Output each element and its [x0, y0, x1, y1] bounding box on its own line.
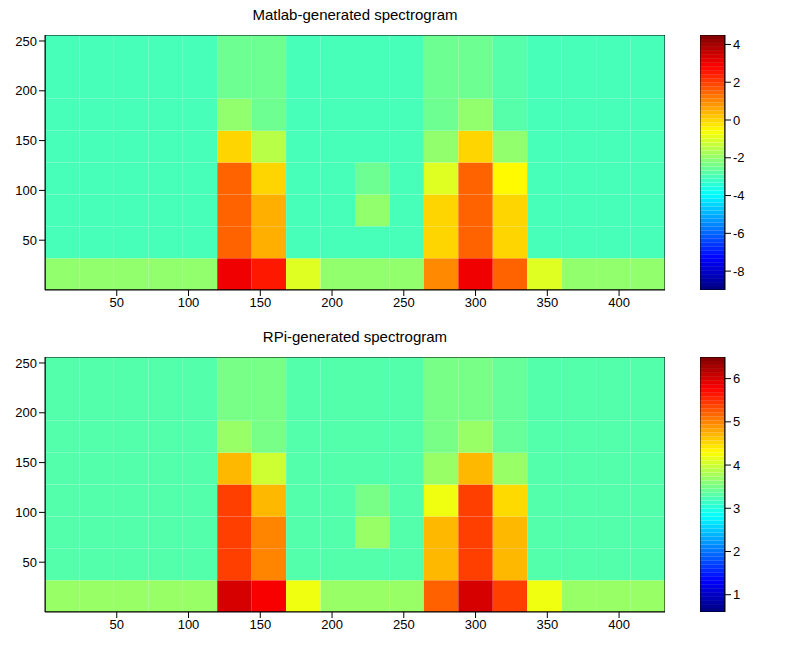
svg-text:200: 200	[321, 295, 343, 310]
svg-text:350: 350	[536, 617, 558, 632]
svg-text:4: 4	[733, 37, 740, 52]
svg-text:50: 50	[23, 555, 37, 570]
svg-text:-4: -4	[733, 188, 745, 203]
svg-text:250: 250	[393, 617, 415, 632]
svg-text:400: 400	[608, 295, 630, 310]
svg-text:4: 4	[733, 458, 740, 473]
svg-text:0: 0	[733, 113, 740, 128]
svg-text:2: 2	[733, 75, 740, 90]
svg-text:200: 200	[15, 83, 37, 98]
svg-text:100: 100	[178, 617, 200, 632]
svg-text:350: 350	[536, 295, 558, 310]
svg-text:-2: -2	[733, 150, 745, 165]
svg-text:100: 100	[15, 505, 37, 520]
svg-text:50: 50	[110, 295, 124, 310]
svg-text:-6: -6	[733, 226, 745, 241]
svg-text:150: 150	[15, 455, 37, 470]
svg-text:50: 50	[110, 617, 124, 632]
svg-text:-8: -8	[733, 264, 745, 279]
svg-text:250: 250	[15, 34, 37, 49]
svg-text:150: 150	[249, 617, 271, 632]
svg-text:50: 50	[23, 233, 37, 248]
svg-text:300: 300	[465, 617, 487, 632]
svg-text:5: 5	[733, 414, 740, 429]
html-text:Matlab-generated spectrogram: Matlab-generated spectrogram	[252, 6, 458, 23]
svg-text:200: 200	[15, 405, 37, 420]
svg-text:250: 250	[15, 356, 37, 371]
svg-text:6: 6	[733, 371, 740, 386]
svg-text:300: 300	[465, 295, 487, 310]
svg-text:200: 200	[321, 617, 343, 632]
svg-text:100: 100	[15, 183, 37, 198]
svg-text:2: 2	[733, 544, 740, 559]
svg-text:3: 3	[733, 501, 740, 516]
svg-text:1: 1	[733, 587, 740, 602]
svg-text:150: 150	[249, 295, 271, 310]
html-text:RPi-generated spectrogram: RPi-generated spectrogram	[262, 328, 448, 345]
svg-text:150: 150	[15, 133, 37, 148]
svg-text:250: 250	[393, 295, 415, 310]
svg-text:100: 100	[178, 295, 200, 310]
svg-text:400: 400	[608, 617, 630, 632]
